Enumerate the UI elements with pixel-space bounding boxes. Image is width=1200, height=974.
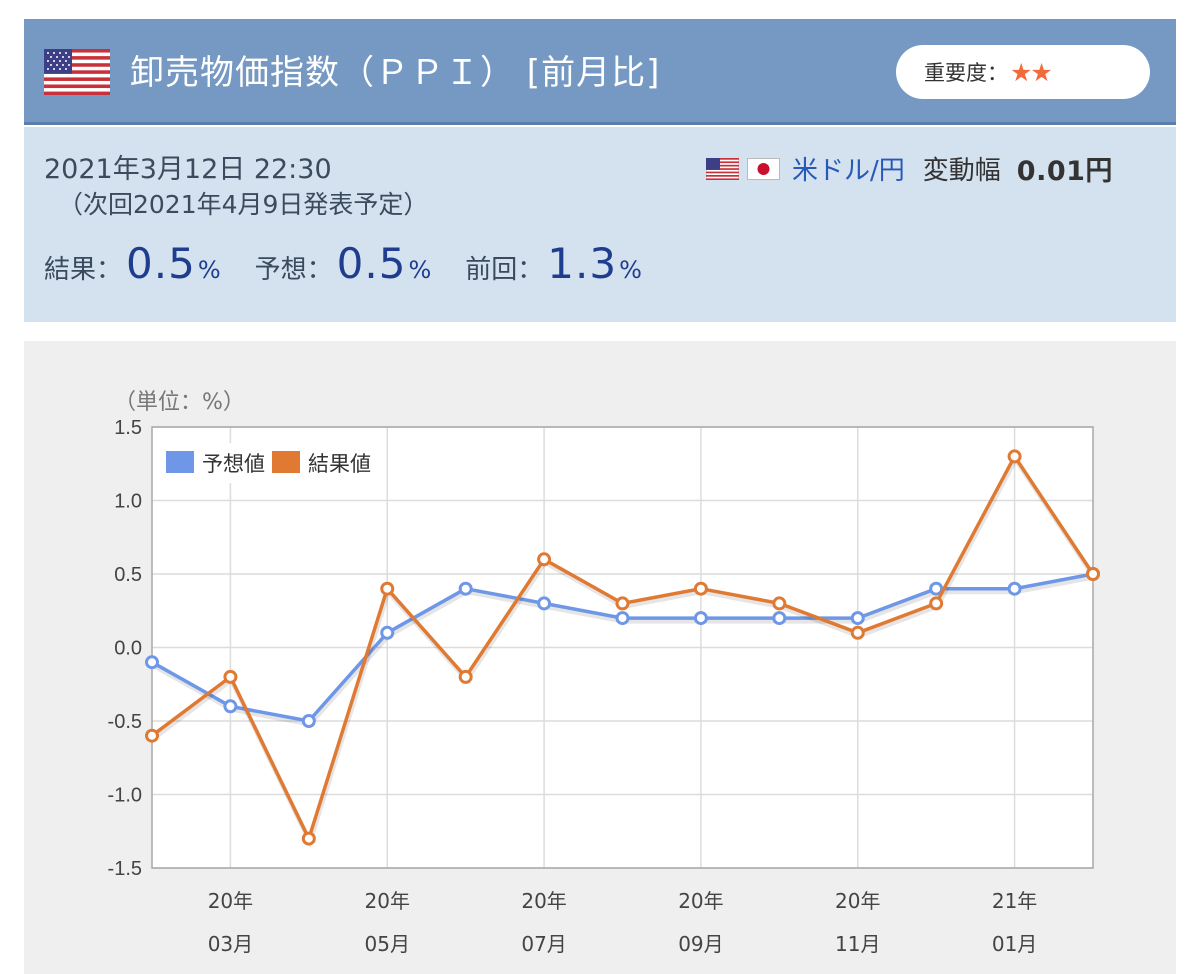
result-value: 0.5 <box>126 239 196 288</box>
data-point <box>223 699 238 714</box>
x-tick-year: 20年 <box>678 889 723 913</box>
data-point <box>615 596 630 611</box>
x-tick-year: 20年 <box>208 889 253 913</box>
result-unit: % <box>197 256 221 284</box>
next-release: （次回2021年4月9日発表予定） <box>58 190 429 219</box>
currency-pair-link[interactable]: 米ドル/円 <box>792 156 905 186</box>
data-point <box>693 611 708 626</box>
importance-stars: ★★ <box>1010 57 1053 87</box>
range-label: 変動幅 <box>922 156 1001 186</box>
importance-label: 重要度： <box>924 61 1008 85</box>
data-point <box>458 581 473 596</box>
previous-value: 1.3 <box>547 239 618 288</box>
results-row: 結果： 0.5 % 予想： 0.5 % 前回： 1.3 % <box>44 239 642 288</box>
x-tick-month: 11月 <box>835 932 880 956</box>
x-tick-month: 05月 <box>365 932 410 956</box>
importance-badge: 重要度： ★★ <box>896 45 1150 99</box>
data-point <box>850 611 865 626</box>
data-point <box>1007 581 1022 596</box>
data-point <box>380 581 395 596</box>
x-tick-year: 20年 <box>365 889 410 913</box>
data-point <box>1086 567 1100 581</box>
data-point <box>772 596 787 611</box>
x-tick-year: 21年 <box>992 889 1037 913</box>
indicator-header: 卸売物価指数（ＰＰＩ） [前月比] 重要度： ★★ <box>24 19 1176 125</box>
x-tick-month: 07月 <box>521 932 566 956</box>
x-tick-month: 03月 <box>208 932 253 956</box>
forecast-value: 0.5 <box>336 239 407 288</box>
data-point <box>772 611 787 626</box>
y-tick-label: 1.5 <box>114 417 142 439</box>
jp-flag-icon <box>747 157 780 180</box>
data-point <box>380 625 395 640</box>
x-tick-year: 20年 <box>835 889 880 913</box>
data-point <box>929 596 944 611</box>
data-point <box>537 552 552 567</box>
legend-label: 結果値 <box>308 452 371 476</box>
y-tick-label: 1.0 <box>114 491 142 513</box>
page-title: 卸売物価指数（ＰＰＩ） [前月比] <box>130 53 661 93</box>
us-flag-icon <box>706 157 739 180</box>
previous-unit: % <box>619 256 642 284</box>
data-point <box>458 669 473 684</box>
us-flag-icon <box>44 49 110 95</box>
data-point <box>145 655 159 670</box>
release-datetime: 2021年3月12日 22:30 <box>44 154 332 185</box>
result-label: 結果： <box>44 255 123 285</box>
range-value: 0.01円 <box>1016 156 1113 187</box>
data-point <box>145 728 159 743</box>
data-point <box>615 611 630 626</box>
forecast-label: 予想： <box>254 255 333 285</box>
legend-swatch <box>166 451 194 473</box>
chart-panel: （単位：%） 1.5 1.0 0.5 0.0 -0.5 -1.0 -1.5 20年 03月 20年… <box>24 341 1176 974</box>
x-tick-month: 09月 <box>678 932 723 956</box>
currency-pair-info: 米ドル/円 変動幅 0.01円 <box>706 149 1113 188</box>
indicator-info-panel: 2021年3月12日 22:30 （次回2021年4月9日発表予定） 米ドル/円… <box>24 127 1176 322</box>
y-tick-label: -1.5 <box>108 858 142 880</box>
data-point <box>537 596 552 611</box>
data-point <box>301 714 316 728</box>
plot-border <box>151 426 1094 869</box>
data-point <box>693 581 708 596</box>
forecast-unit: % <box>408 256 432 284</box>
data-point <box>223 669 238 684</box>
y-tick-label: -1.0 <box>108 785 142 807</box>
y-tick-label: 0.0 <box>114 638 142 660</box>
previous-label: 前回： <box>465 255 544 285</box>
ppi-line-chart: 1.5 1.0 0.5 0.0 -0.5 -1.0 -1.5 20年 03月 20年 05月 20年 0… <box>108 417 1100 956</box>
x-tick-year: 20年 <box>521 889 566 913</box>
data-point <box>301 831 316 846</box>
y-tick-label: 0.5 <box>114 564 142 586</box>
chart-unit-label: （単位：%） <box>114 390 245 415</box>
data-point <box>850 625 865 640</box>
x-tick-month: 01月 <box>992 932 1037 956</box>
legend-swatch <box>272 451 300 473</box>
legend-label: 予想値 <box>202 452 265 476</box>
y-tick-label: -0.5 <box>108 711 142 733</box>
data-point <box>1007 449 1022 464</box>
data-point <box>929 581 944 596</box>
